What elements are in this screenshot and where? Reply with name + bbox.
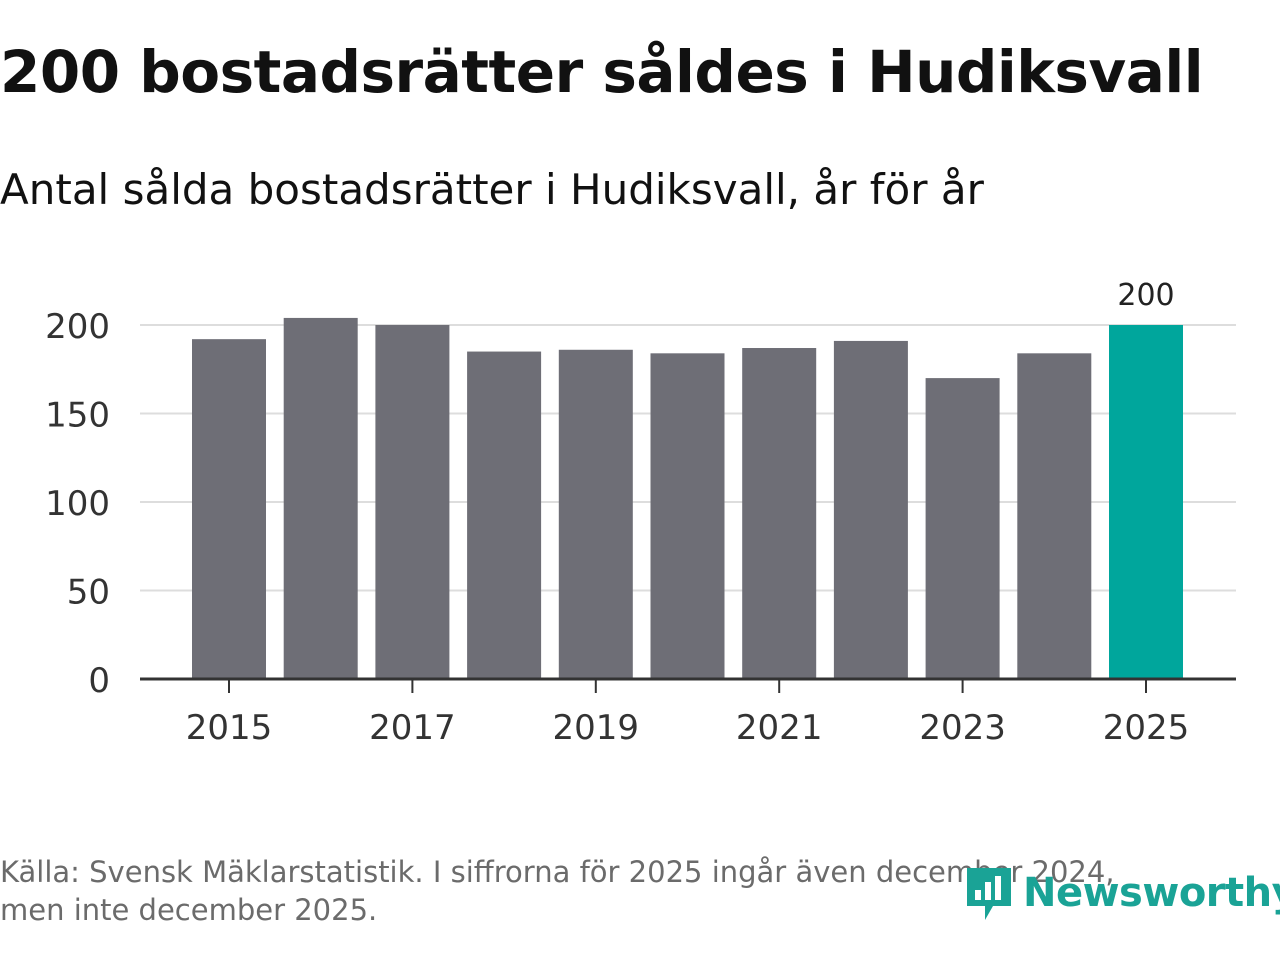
x-tick-label-2017: 2017 <box>369 708 456 748</box>
bar-2020 <box>650 353 725 679</box>
source-note-line-1: Källa: Svensk Mäklarstatistik. I siffror… <box>0 855 1115 889</box>
y-tick-label-50: 50 <box>67 573 110 613</box>
y-tick-label-200: 200 <box>45 307 110 347</box>
chart-subtitle: Antal sålda bostadsrätter i Hudiksvall, … <box>0 165 984 214</box>
bar-2025 <box>1109 325 1183 679</box>
y-tick-label-150: 150 <box>45 396 110 436</box>
bar-2023 <box>925 378 1000 679</box>
source-note: Källa: Svensk Mäklarstatistik. I siffror… <box>0 853 1200 929</box>
x-tick-label-2015: 2015 <box>186 708 273 748</box>
source-note-line-2: men inte december 2025. <box>0 893 378 927</box>
bar-2017 <box>375 325 450 679</box>
brand-logo: Newsworthy <box>963 862 1280 924</box>
bar-2024 <box>1017 353 1092 679</box>
x-tick-label-2021: 2021 <box>736 708 823 748</box>
bar-2016 <box>283 317 358 679</box>
data-label-2025: 200 <box>1117 278 1174 313</box>
brand-name: Newsworthy <box>1023 870 1280 916</box>
bar-2018 <box>467 351 542 679</box>
chart-title: 200 bostadsrätter såldes i Hudiksvall <box>0 38 1204 106</box>
x-tick-label-2023: 2023 <box>919 708 1006 748</box>
bar-chart: 0 50 100 150 200 200 2015 2017 2019 2021 2023 2025 <box>45 278 1236 748</box>
y-tick-label-100: 100 <box>45 484 110 524</box>
newsworthy-logo-icon <box>967 868 1011 920</box>
bar-2019 <box>558 349 633 679</box>
bar-2021 <box>742 348 817 679</box>
x-tick-label-2025: 2025 <box>1103 708 1190 748</box>
bar-2022 <box>833 340 908 679</box>
y-tick-label-0: 0 <box>88 661 110 701</box>
bar-2015 <box>192 339 266 679</box>
x-tick-label-2019: 2019 <box>553 708 640 748</box>
